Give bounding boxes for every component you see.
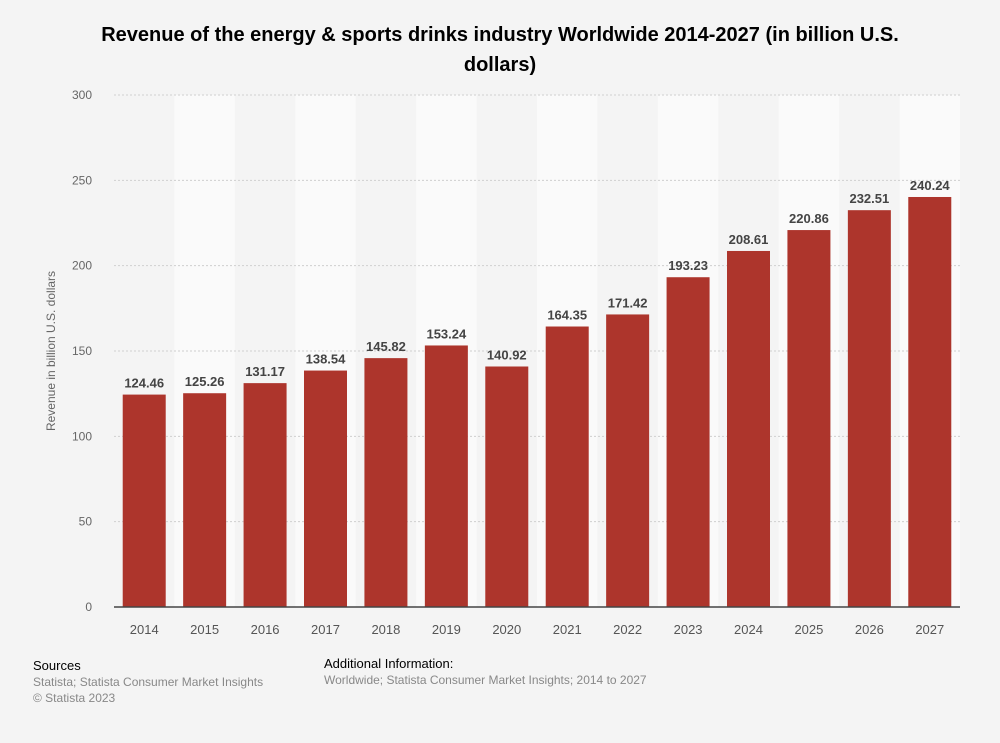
sources-text: Statista; Statista Consumer Market Insig… (33, 675, 264, 689)
x-tick-label: 2027 (915, 622, 944, 637)
y-tick-label: 300 (72, 88, 92, 102)
additional-info-heading: Additional Information: (324, 656, 454, 671)
chart-title: Revenue of the energy & sports drinks in… (101, 24, 899, 76)
bar-2016 (243, 383, 287, 607)
data-label: 208.61 (729, 232, 769, 247)
data-label: 193.23 (668, 258, 708, 273)
bar-2025 (787, 230, 831, 607)
bar-2015 (183, 393, 227, 607)
copyright: © Statista 2023 (33, 691, 116, 705)
additional-info-text: Worldwide; Statista Consumer Market Insi… (324, 673, 647, 687)
x-tick-label: 2014 (130, 622, 159, 637)
data-label: 140.92 (487, 347, 527, 362)
data-label: 220.86 (789, 211, 829, 226)
bar-2019 (424, 345, 468, 607)
bar-2024 (727, 250, 770, 607)
data-label: 145.82 (366, 339, 406, 354)
y-tick-label: 150 (72, 344, 92, 358)
x-tick-label: 2015 (190, 622, 219, 637)
x-tick-label: 2016 (251, 622, 280, 637)
y-tick-label: 100 (72, 429, 92, 443)
data-label: 138.54 (306, 352, 347, 367)
bar-2014 (122, 394, 166, 607)
bar-2026 (847, 210, 891, 608)
y-tick-label: 250 (72, 173, 92, 187)
y-tick-label: 50 (79, 515, 93, 529)
x-tick-label: 2026 (855, 622, 884, 637)
bar-2020 (485, 366, 529, 607)
x-tick-label: 2020 (492, 622, 521, 637)
data-label: 131.17 (245, 364, 285, 379)
x-tick-label: 2023 (674, 622, 703, 637)
data-label: 240.24 (910, 178, 951, 193)
x-tick-label: 2017 (311, 622, 340, 637)
bar-2018 (364, 358, 408, 607)
x-tick-label: 2018 (371, 622, 400, 637)
bar-2021 (545, 326, 589, 607)
x-tick-label: 2022 (613, 622, 642, 637)
data-label: 153.24 (426, 326, 467, 341)
data-label: 125.26 (185, 374, 225, 389)
bar-2022 (606, 314, 650, 607)
bar-2027 (908, 196, 952, 607)
bar-2017 (304, 370, 347, 607)
x-tick-label: 2019 (432, 622, 461, 637)
y-tick-label: 200 (72, 259, 92, 273)
y-axis-label: Revenue in billion U.S. dollars (44, 271, 58, 431)
bar-2023 (666, 277, 710, 607)
x-tick-label: 2025 (794, 622, 823, 637)
data-label: 164.35 (547, 308, 587, 323)
x-tick-label: 2024 (734, 622, 763, 637)
y-tick-label: 0 (85, 600, 92, 614)
sources-heading: Sources (33, 658, 81, 673)
additional-info-block: Additional Information: Worldwide; Stati… (324, 656, 647, 688)
data-label: 124.46 (124, 376, 164, 391)
x-tick-label: 2021 (553, 622, 582, 637)
sources-block: Sources Statista; Statista Consumer Mark… (33, 658, 263, 706)
data-label: 171.42 (608, 295, 648, 310)
data-label: 232.51 (849, 191, 889, 206)
